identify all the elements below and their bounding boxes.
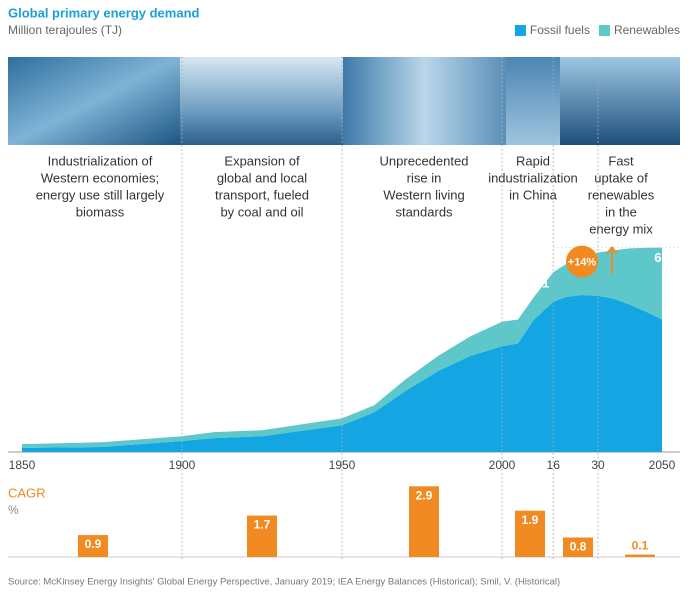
bar-label: 0.8 [570, 540, 587, 554]
era-label: biomass [76, 204, 125, 219]
era-label: transport, fueled [215, 187, 309, 202]
growth-badge [566, 245, 598, 278]
era-label: Unprecedented [380, 153, 469, 168]
era-label: in the [605, 204, 637, 219]
x-tick-label: 1850 [9, 458, 36, 472]
legend-label: Fossil fuels [530, 23, 590, 37]
x-tick-label: 2050 [649, 458, 676, 472]
era-label: industrialization [488, 170, 578, 185]
legend-swatch [598, 25, 610, 36]
growth-arrow [606, 246, 618, 274]
era-label: by coal and oil [220, 204, 303, 219]
growth-label: +14% [568, 257, 597, 269]
era-label: uptake of [594, 170, 648, 185]
photo [8, 57, 180, 145]
era-label: renewables [588, 187, 655, 202]
bar [409, 486, 439, 557]
plot [22, 247, 662, 452]
era-label: energy use still largely [36, 187, 165, 202]
data-label: 571 [527, 276, 549, 291]
era-label: standards [395, 204, 453, 219]
bar-title: CAGR [8, 485, 46, 500]
bar [563, 537, 593, 557]
era-label: Industrialization of [48, 153, 153, 168]
photo [343, 57, 506, 145]
bar-label: 2.9 [416, 488, 433, 502]
photo-strip [8, 57, 680, 145]
legend-label: Renewables [614, 23, 680, 37]
era-label: Western economies; [41, 170, 159, 185]
photo [180, 57, 343, 145]
era-label: energy mix [589, 221, 653, 236]
title: Global primary energy demand [8, 5, 200, 20]
bar-unit: % [8, 503, 19, 517]
era-label: in China [509, 187, 557, 202]
bar [625, 554, 655, 557]
bar [78, 535, 108, 557]
data-label: 650 [654, 250, 676, 265]
era-label: Rapid [516, 153, 550, 168]
bar [247, 515, 277, 557]
bar [515, 510, 545, 557]
photo [560, 57, 680, 145]
era-label: Western living [383, 187, 464, 202]
area [22, 294, 662, 452]
bar-label: 0.1 [632, 539, 649, 553]
era-label: Fast [608, 153, 634, 168]
legend-swatch [514, 25, 526, 36]
bar-label: 0.9 [85, 537, 102, 551]
area [22, 247, 662, 448]
photo [506, 57, 560, 145]
source: Source: McKinsey Energy Insights' Global… [8, 577, 560, 588]
subtitle: Million terajoules (TJ) [8, 23, 122, 37]
bar-label: 1.9 [522, 513, 539, 527]
era-label: rise in [407, 170, 442, 185]
era-label: Expansion of [224, 153, 300, 168]
bar-label: 1.7 [254, 518, 271, 532]
era-label: global and local [217, 170, 307, 185]
